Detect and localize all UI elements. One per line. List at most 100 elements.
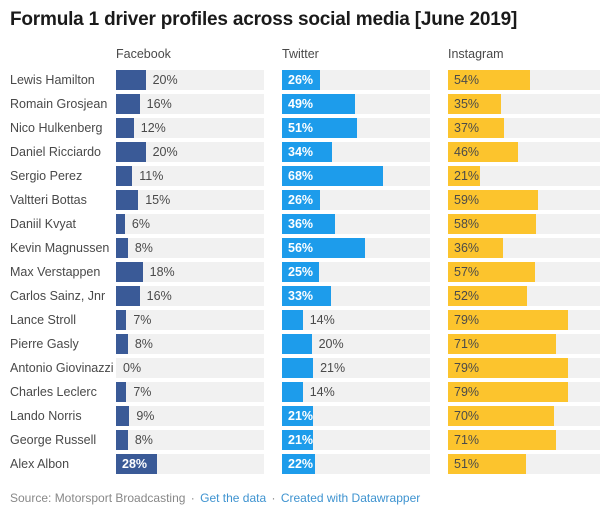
bar-value-label: 22% (288, 456, 314, 471)
twitter-bar-cell: 21% (282, 358, 430, 378)
twitter-bar (282, 238, 365, 258)
table-row: Valtteri Bottas 15% 26% 59% (10, 190, 606, 210)
facebook-bar-cell: 20% (116, 142, 264, 162)
twitter-bar (282, 430, 314, 450)
bar-value-label: 79% (454, 360, 480, 375)
instagram-bar-cell: 70% (448, 406, 600, 426)
bar-track: 36% (282, 214, 430, 234)
facebook-bar (116, 406, 130, 426)
bar-track: 21% (282, 406, 430, 426)
facebook-bar (116, 286, 140, 306)
column-header-facebook: Facebook (116, 47, 171, 61)
table-row: Romain Grosjean 16% 49% 35% (10, 94, 606, 114)
table-row: Nico Hulkenberg 12% 51% 37% (10, 118, 606, 138)
facebook-bar-cell: 11% (116, 166, 264, 186)
bar-track: 6% (116, 214, 264, 234)
instagram-bar-cell: 21% (448, 166, 600, 186)
driver-label: Max Verstappen (10, 265, 101, 279)
bar-track: 7% (116, 310, 264, 330)
bar-track: 12% (116, 118, 264, 138)
facebook-bar-cell: 20% (116, 70, 264, 90)
twitter-bar-cell: 26% (282, 190, 430, 210)
bar-track: 21% (448, 166, 600, 186)
facebook-bar-cell: 8% (116, 430, 264, 450)
bar-track: 35% (448, 94, 600, 114)
facebook-bar-cell: 9% (116, 406, 264, 426)
bar-value-label: 14% (309, 312, 335, 327)
bar-value-label: 21% (454, 168, 480, 183)
bar-track: 52% (448, 286, 600, 306)
driver-label: Romain Grosjean (10, 97, 108, 111)
bar-track: 33% (282, 286, 430, 306)
bar-track: 26% (282, 190, 430, 210)
driver-label: Charles Leclerc (10, 385, 97, 399)
driver-label: Sergio Perez (10, 169, 83, 183)
twitter-bar-cell: 68% (282, 166, 430, 186)
rows: Lewis Hamilton 20% 26% 54% Romain Grosjean 16… (10, 70, 606, 474)
column-header-twitter: Twitter (282, 47, 319, 61)
get-the-data-link[interactable]: Get the data (200, 491, 267, 505)
driver-label: Kevin Magnussen (10, 241, 110, 255)
instagram-bar (448, 166, 480, 186)
bar-track: 58% (448, 214, 600, 234)
bar-value-label: 71% (454, 336, 480, 351)
table-row: Kevin Magnussen 8% 56% 36% (10, 238, 606, 258)
twitter-bar-cell: 56% (282, 238, 430, 258)
bar-track: 46% (448, 142, 600, 162)
bar-track: 22% (282, 454, 430, 474)
bar-track: 16% (116, 94, 264, 114)
facebook-bar-cell: 7% (116, 310, 264, 330)
bar-value-label: 71% (454, 432, 480, 447)
bar-value-label: 58% (454, 216, 480, 231)
instagram-bar-cell: 46% (448, 142, 600, 162)
bar-value-label: 9% (136, 408, 155, 423)
facebook-bar-cell: 8% (116, 238, 264, 258)
twitter-bar-cell: 51% (282, 118, 430, 138)
bar-value-label: 28% (122, 456, 148, 471)
bar-value-label: 52% (454, 288, 480, 303)
twitter-bar-cell: 26% (282, 70, 430, 90)
twitter-bar (282, 118, 358, 138)
bar-track: 14% (282, 310, 430, 330)
bar-track: 54% (448, 70, 600, 90)
bar-track: 59% (448, 190, 600, 210)
instagram-bar-cell: 58% (448, 214, 600, 234)
bar-track: 14% (282, 382, 430, 402)
facebook-bar (116, 118, 134, 138)
bar-track: 36% (448, 238, 600, 258)
table-row: Lance Stroll 7% 14% 79% (10, 310, 606, 330)
twitter-bar-cell: 21% (282, 406, 430, 426)
twitter-bar (282, 358, 314, 378)
bar-value-label: 34% (288, 144, 314, 159)
twitter-bar-cell: 14% (282, 310, 430, 330)
bar-track: 21% (282, 358, 430, 378)
driver-label: Antonio Giovinazzi (10, 361, 114, 375)
created-with-datawrapper-link[interactable]: Created with Datawrapper (280, 491, 421, 505)
facebook-bar-cell: 8% (116, 334, 264, 354)
bar-value-label: 25% (288, 264, 314, 279)
facebook-bar-cell: 16% (116, 94, 264, 114)
facebook-bar-cell: 18% (116, 262, 264, 282)
driver-label: Lando Norris (10, 409, 82, 423)
bar-value-label: 68% (288, 168, 314, 183)
twitter-bar (282, 70, 321, 90)
bar-value-label: 36% (454, 240, 480, 255)
instagram-bar (448, 334, 556, 354)
chart-title: Formula 1 driver profiles across social … (10, 9, 518, 30)
driver-label: George Russell (10, 433, 97, 447)
bar-value-label: 49% (288, 96, 314, 111)
twitter-bar (282, 94, 355, 114)
facebook-bar (116, 310, 127, 330)
bar-value-label: 57% (454, 264, 480, 279)
bar-track: 79% (448, 382, 600, 402)
bar-track: 26% (282, 70, 430, 90)
table-row: Daniil Kvyat 6% 36% 58% (10, 214, 606, 234)
bar-track: 71% (448, 430, 600, 450)
instagram-bar (448, 406, 555, 426)
instagram-bar (448, 142, 518, 162)
instagram-bar (448, 382, 569, 402)
instagram-bar-cell: 79% (448, 310, 600, 330)
bar-value-label: 11% (139, 168, 164, 183)
facebook-bar-cell: 28% (116, 454, 264, 474)
